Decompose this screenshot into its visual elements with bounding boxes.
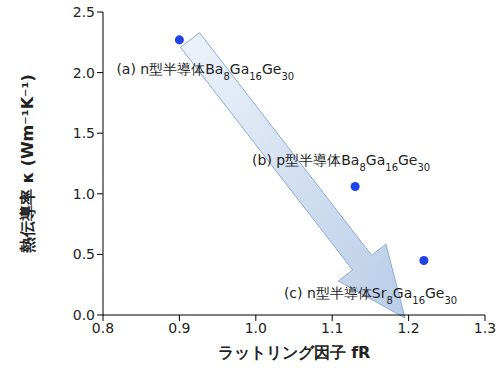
svg-text:(a) n型半導体Ba8Ga16Ge30: (a) n型半導体Ba8Ga16Ge30 — [116, 61, 294, 82]
svg-text:0.8: 0.8 — [92, 320, 114, 336]
svg-text:(b) p型半導体Ba8Ga16Ge30: (b) p型半導体Ba8Ga16Ge30 — [252, 152, 430, 173]
svg-text:1.5: 1.5 — [73, 125, 95, 141]
svg-text:2.0: 2.0 — [73, 65, 95, 81]
svg-text:1.3: 1.3 — [474, 320, 492, 336]
svg-text:2.5: 2.5 — [73, 4, 95, 20]
svg-text:ラットリング因子 fR: ラットリング因子 fR — [218, 343, 371, 362]
svg-text:1.1: 1.1 — [321, 320, 343, 336]
svg-text:0.0: 0.0 — [73, 307, 95, 323]
svg-text:0.9: 0.9 — [168, 320, 190, 336]
svg-text:1.2: 1.2 — [397, 320, 419, 336]
svg-text:(c) n型半導体Sr8Ga16Ge30: (c) n型半導体Sr8Ga16Ge30 — [284, 285, 457, 306]
svg-text:熱伝導率 κ (Wm⁻¹K⁻¹): 熱伝導率 κ (Wm⁻¹K⁻¹) — [18, 74, 37, 254]
svg-text:1.0: 1.0 — [73, 186, 95, 202]
svg-text:0.5: 0.5 — [73, 246, 95, 262]
svg-text:1.0: 1.0 — [245, 320, 267, 336]
